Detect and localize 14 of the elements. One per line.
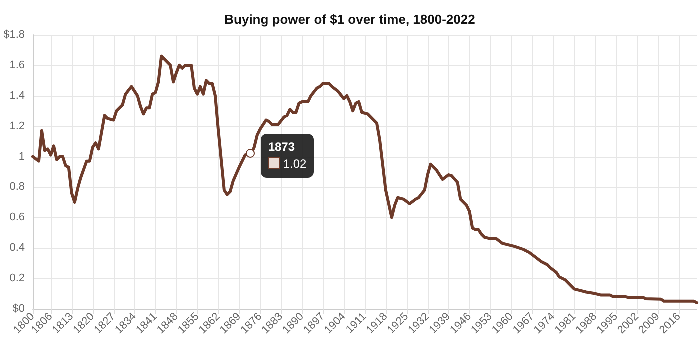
y-tick-label: 1.2 [10, 120, 25, 132]
y-tick-label: 1 [18, 150, 25, 163]
y-tick-label: $1.8 [4, 29, 25, 41]
line-series [32, 54, 698, 304]
y-tick-label: 0.2 [10, 272, 25, 285]
annotation: 1873 [268, 138, 296, 156]
y-tick-label: 0.6 [10, 212, 25, 224]
y-tick-label: 0.4 [10, 242, 25, 254]
chart-title: Buying power of $1 over time, 1800-2022 [224, 12, 476, 27]
y-tick-label: $0 [12, 303, 25, 315]
y-tick-label: 1.6 [10, 59, 25, 72]
y-tick-label: 1.4 [10, 90, 25, 102]
annotation: 1.02 [282, 156, 307, 173]
y-tick-label: 0.8 [10, 181, 25, 194]
